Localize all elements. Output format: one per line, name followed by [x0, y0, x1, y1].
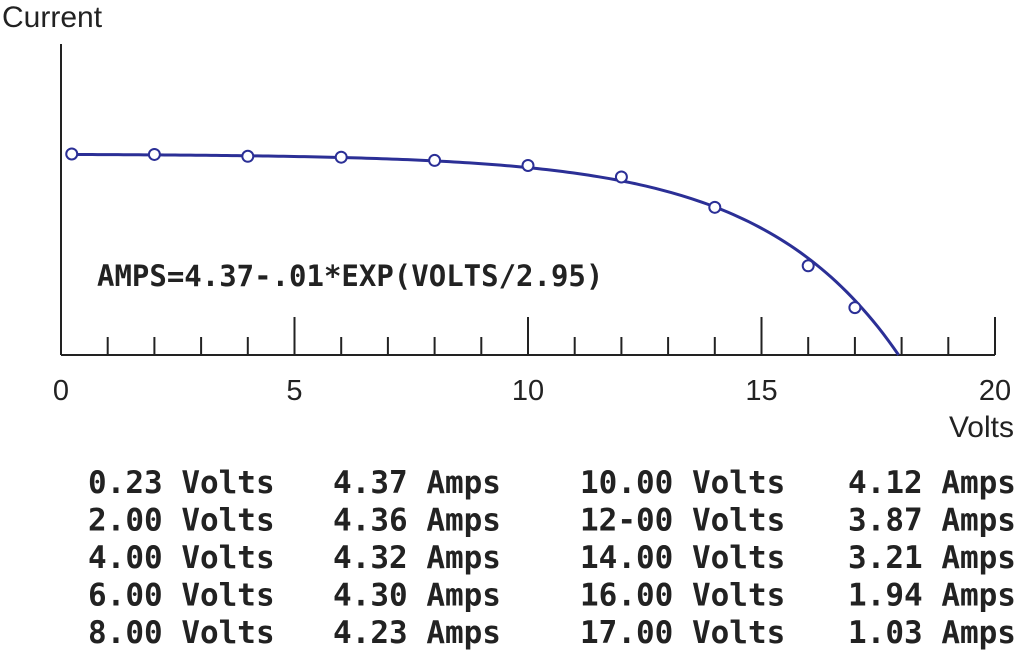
table-cell: 8.00 Volts	[88, 615, 275, 651]
axes-layer: 0 5 10 15 20	[53, 44, 1011, 407]
x-tick-label: 0	[53, 375, 69, 407]
data-point	[334, 150, 348, 164]
data-point	[147, 147, 161, 161]
data-point	[428, 153, 442, 167]
table-cell: 6.00 Volts	[88, 578, 275, 614]
table-cell: 4.36 Amps	[333, 503, 501, 539]
table-cell: 4.00 Volts	[88, 540, 275, 576]
equation-annotation: AMPS=4.37-.01*EXP(VOLTS/2.95)	[97, 259, 603, 293]
x-tick-label: 5	[286, 375, 302, 407]
table-cell: 10.00 Volts	[580, 465, 785, 501]
data-point	[801, 259, 815, 273]
table-cell: 4.37 Amps	[333, 465, 501, 501]
data-point	[521, 158, 535, 172]
table-cell: 3.87 Amps	[848, 503, 1016, 539]
data-table: 0.23 Volts 4.37 Amps 10.00 Volts 4.12 Amps 2…	[88, 465, 1016, 651]
curve-layer	[71, 152, 900, 356]
table-cell: 3.21 Amps	[848, 540, 1016, 576]
y-axis-title: Current	[2, 1, 103, 34]
table-cell: 4.32 Amps	[333, 540, 501, 576]
x-axis-title: Volts	[949, 411, 1014, 444]
table-cell: 0.23 Volts	[88, 465, 275, 501]
data-point	[65, 147, 79, 161]
table-cell: 1.03 Amps	[848, 615, 1016, 651]
table-cell: 14.00 Volts	[580, 540, 785, 576]
table-cell: 12-00 Volts	[580, 503, 785, 539]
x-tick-label: 10	[512, 375, 544, 407]
data-point	[614, 170, 628, 184]
table-cell: 17.00 Volts	[580, 615, 785, 651]
table-cell: 4.30 Amps	[333, 578, 501, 614]
table-cell: 1.94 Amps	[848, 578, 1016, 614]
table-cell: 4.23 Amps	[333, 615, 501, 651]
data-point	[241, 149, 255, 163]
table-cell: 4.12 Amps	[848, 465, 1016, 501]
data-point	[708, 200, 722, 214]
x-tick-label: 20	[979, 375, 1011, 407]
data-point	[848, 301, 862, 315]
table-cell: 2.00 Volts	[88, 503, 275, 539]
x-tick-label: 15	[745, 375, 777, 407]
table-cell: 16.00 Volts	[580, 578, 785, 614]
points-layer	[65, 147, 862, 315]
fitted-curve	[71, 152, 900, 356]
